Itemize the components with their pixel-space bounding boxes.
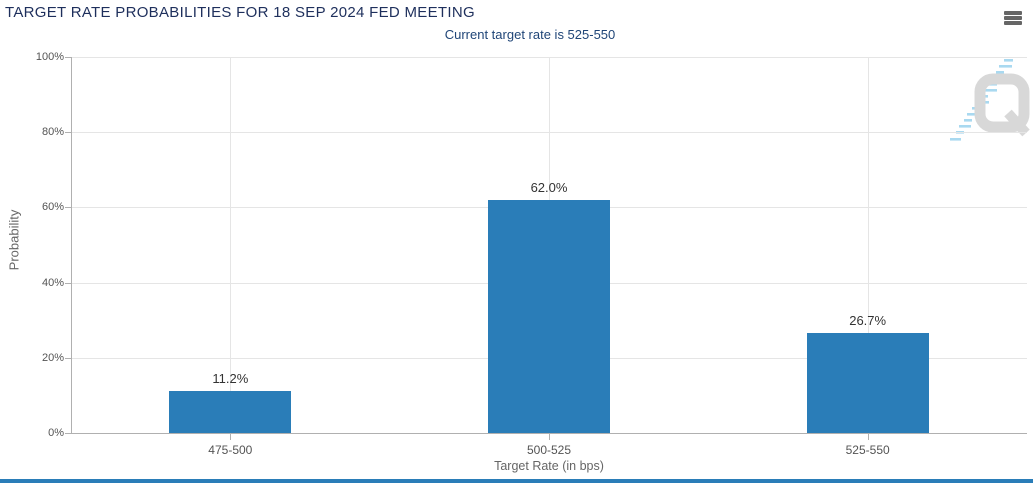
bar-525-550[interactable] [806, 332, 929, 433]
y-axis-line [71, 57, 72, 433]
y-axis-tick [65, 57, 71, 58]
y-axis-tick-label: 80% [41, 126, 64, 139]
chart-title: TARGET RATE PROBABILITIES FOR 18 SEP 202… [5, 4, 475, 21]
x-axis-line [71, 433, 1027, 434]
context-menu-button[interactable] [1001, 7, 1025, 29]
bar-value-label: 62.0% [530, 179, 568, 195]
bar-475-500[interactable] [169, 390, 292, 433]
y-axis-tick-label: 0% [48, 427, 64, 439]
y-axis-tick-label: 100% [35, 51, 64, 63]
x-axis-tick [867, 433, 869, 440]
q-logo-watermark [950, 59, 1030, 141]
x-axis-tick [230, 433, 232, 440]
bottom-accent-bar [0, 479, 1033, 483]
x-axis-tick [549, 433, 550, 440]
x-category-label: 475-500 [208, 443, 253, 457]
bar-value-label: 26.7% [849, 312, 887, 328]
hamburger-menu-icon [1004, 21, 1022, 25]
x-category-label: 525-550 [845, 443, 890, 457]
y-axis-tick [65, 433, 71, 434]
y-axis-tick [65, 207, 71, 209]
y-axis-tick [65, 357, 71, 359]
y-axis-title: Probability [6, 209, 22, 271]
y-axis-tick [65, 132, 71, 134]
x-axis-title: Target Rate (in bps) [494, 459, 604, 473]
x-category-label: 500-525 [526, 443, 572, 457]
y-axis-tick [65, 282, 71, 284]
y-axis-tick-label: 20% [41, 351, 64, 364]
hamburger-menu-icon [1004, 11, 1022, 15]
y-axis-tick-label: 60% [41, 201, 64, 214]
bar-500-525[interactable] [488, 199, 610, 433]
chart-subtitle: Current target rate is 525-550 [444, 27, 616, 42]
x-gridline [867, 57, 869, 433]
y-axis-tick-label: 40% [41, 276, 64, 289]
bar-value-label: 11.2% [212, 370, 249, 386]
x-gridline [230, 57, 232, 433]
hamburger-menu-icon [1004, 16, 1022, 20]
